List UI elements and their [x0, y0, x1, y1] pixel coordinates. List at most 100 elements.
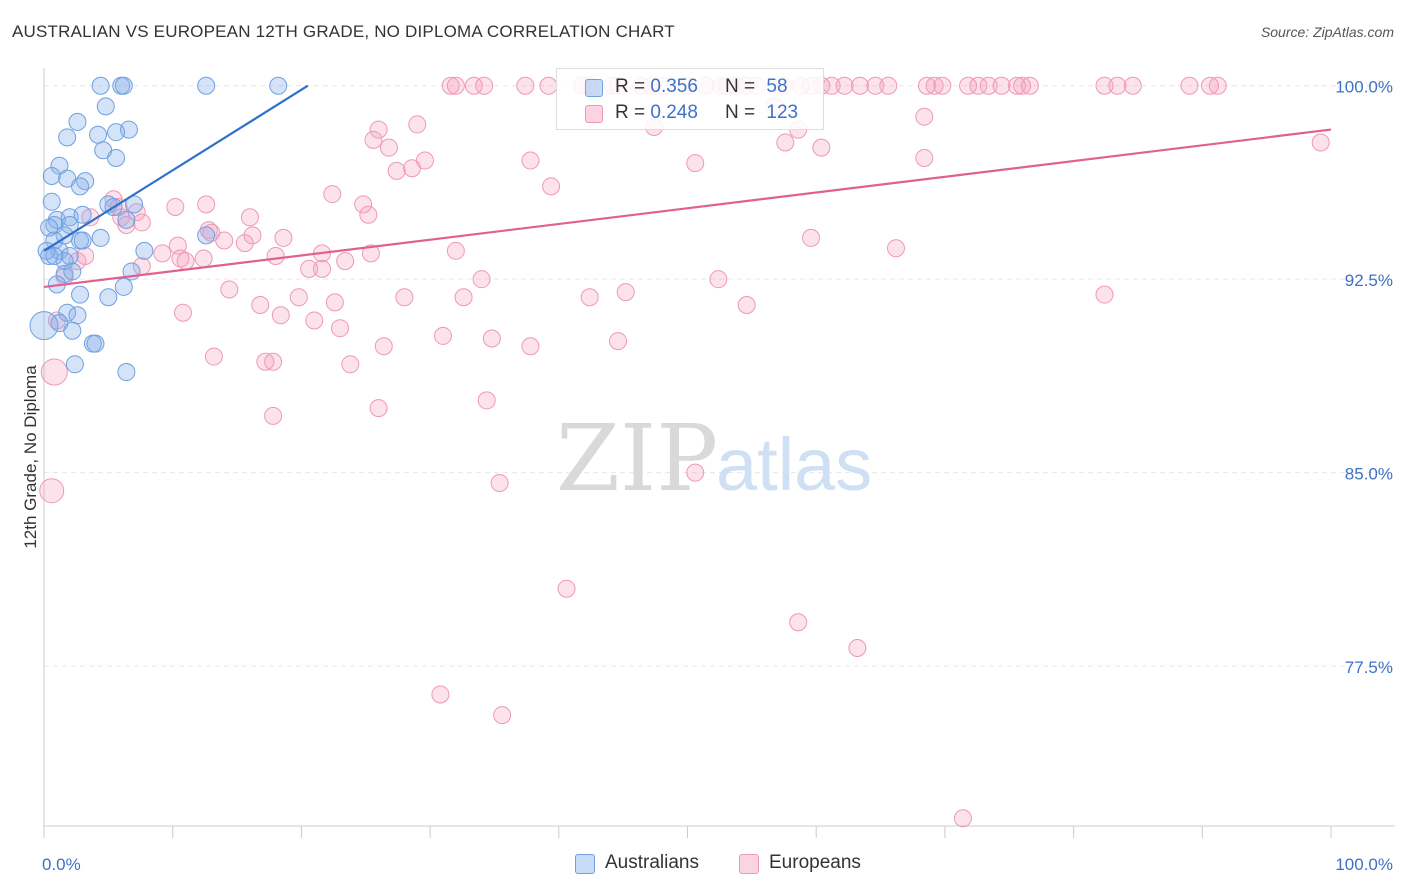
australians-point [42, 167, 61, 186]
r-value: 0.248 [650, 102, 698, 123]
legend-label: Australians [605, 852, 699, 873]
europeans-swatch [585, 105, 603, 123]
australians-point [91, 228, 110, 247]
australians-point [114, 277, 133, 296]
europeans-point [1201, 76, 1220, 95]
europeans-point [1020, 76, 1039, 95]
europeans-point [289, 288, 308, 307]
europeans-point [812, 138, 831, 157]
australians-legend-swatch [575, 854, 595, 874]
europeans-point [516, 76, 535, 95]
europeans-point [369, 399, 388, 418]
europeans-point [446, 76, 465, 95]
europeans-point [979, 76, 998, 95]
australians-point [107, 123, 126, 142]
europeans-point [194, 249, 213, 268]
europeans-point [379, 138, 398, 157]
australians-point [68, 112, 87, 131]
x-tick-label: 0.0% [42, 855, 81, 874]
r-label: R = 0.356 [615, 76, 698, 97]
europeans-point [969, 76, 988, 95]
europeans-point [40, 358, 68, 386]
europeans-point [1007, 76, 1026, 95]
australians-point [117, 363, 136, 382]
australians-point [73, 205, 92, 224]
europeans-point [364, 130, 383, 149]
europeans-point [166, 197, 185, 216]
europeans-point [709, 270, 728, 289]
australians-point [58, 128, 77, 147]
australians-point [60, 246, 79, 265]
europeans-point [300, 259, 319, 278]
europeans-point [1108, 76, 1127, 95]
europeans-point [446, 241, 465, 260]
chart-title: AUSTRALIAN VS EUROPEAN 12TH GRADE, NO DI… [12, 22, 675, 41]
europeans-point [256, 352, 275, 371]
europeans-point [325, 293, 344, 312]
europeans-point [441, 76, 460, 95]
europeans-point [490, 473, 509, 492]
europeans-point [1095, 285, 1114, 304]
europeans-point [336, 252, 355, 271]
australians-point [197, 226, 216, 245]
europeans-point [521, 337, 540, 356]
europeans-point [39, 478, 65, 504]
europeans-point [737, 295, 756, 314]
europeans-point [274, 228, 293, 247]
australians-point [117, 210, 136, 229]
europeans-point [243, 226, 262, 245]
europeans-point [395, 288, 414, 307]
europeans-point [176, 252, 195, 271]
r-value: 0.356 [650, 76, 698, 97]
europeans-point [802, 228, 821, 247]
r-label: R = 0.248 [615, 102, 698, 123]
europeans-point [542, 177, 561, 196]
europeans-point [359, 205, 378, 224]
europeans-point [312, 259, 331, 278]
europeans-point [464, 76, 483, 95]
europeans-point [609, 332, 628, 351]
europeans-point [171, 249, 190, 268]
europeans-point [251, 295, 270, 314]
australians-point [73, 231, 92, 250]
australians-point [107, 148, 126, 167]
y-tick-label: 100.0% [1335, 78, 1393, 97]
y-tick-label: 85.0% [1345, 465, 1393, 484]
europeans-point [539, 76, 558, 95]
europeans-point [369, 120, 388, 139]
europeans-point [199, 221, 218, 240]
australians-point [99, 288, 118, 307]
europeans-point [493, 706, 512, 725]
watermark-zip: ZIP [556, 405, 718, 512]
europeans-point [776, 133, 795, 152]
europeans-point [1123, 76, 1142, 95]
europeans-point [264, 406, 283, 425]
europeans-point [850, 76, 869, 95]
source-credit: Source: ZipAtlas.com [1260, 24, 1394, 40]
x-tick-label: 100.0% [1335, 855, 1393, 874]
europeans-point [323, 185, 342, 204]
europeans-point [616, 283, 635, 302]
europeans-point [1095, 76, 1114, 95]
europeans-point [472, 270, 491, 289]
europeans-point [686, 154, 705, 173]
europeans-point [789, 613, 808, 632]
europeans-trend-line [43, 128, 1332, 289]
australians-point [42, 192, 61, 211]
europeans-point [240, 208, 259, 227]
n-value: 123 [766, 102, 799, 123]
europeans-point [915, 148, 934, 167]
europeans-point [915, 107, 934, 126]
europeans-point [953, 809, 972, 828]
australians-point [114, 76, 133, 95]
australians-trend-line [43, 84, 309, 252]
australians-point [58, 303, 77, 322]
europeans-point [866, 76, 885, 95]
europeans-point [477, 391, 496, 410]
europeans-point [132, 213, 151, 232]
europeans-point [387, 161, 406, 180]
europeans-point [354, 195, 373, 214]
europeans-point [521, 151, 540, 170]
series-legend: Australians Europeans [0, 852, 1406, 878]
